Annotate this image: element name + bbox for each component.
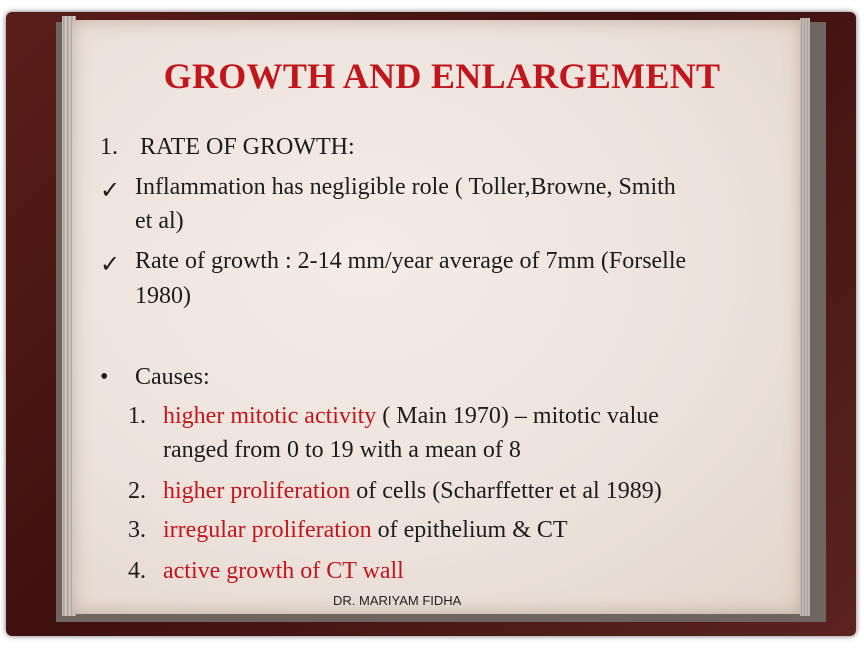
bullet2-line1: Rate of growth : 2-14 mm/year average of…	[135, 248, 687, 274]
cause2-rest: of cells (Scharffetter et al 1989)	[350, 478, 662, 504]
causes-heading: Causes:	[135, 364, 210, 390]
bullet1-line2: et al)	[135, 208, 184, 234]
cause3-highlight: irregular proliferation	[163, 517, 372, 543]
cause4-text: active growth of CT wall	[163, 558, 404, 585]
section1-number: 1.	[100, 134, 118, 160]
footer-author: DR. MARIYAM FIDHA	[333, 593, 462, 608]
bullet1-line1: Inflammation has negligible role ( Tolle…	[135, 174, 676, 200]
cause1-number: 1.	[128, 403, 146, 429]
cause1-continuation: ranged from 0 to 19 with a mean of 8	[163, 437, 521, 463]
cause2-number: 2.	[128, 478, 146, 504]
checkmark-icon: ✓	[100, 252, 121, 278]
bullet2-line2: 1980)	[135, 283, 191, 309]
checkmark-icon: ✓	[100, 178, 121, 204]
cause1-highlight: higher mitotic activity	[163, 403, 377, 429]
cause3-rest: of epithelium & CT	[371, 517, 568, 543]
bullet-dot: •	[100, 364, 109, 390]
section1-heading: RATE OF GROWTH:	[140, 134, 355, 160]
slide-paper	[72, 20, 802, 614]
cause1-text: higher mitotic activity ( Main 1970) – m…	[163, 403, 659, 430]
slide-title: GROWTH AND ENLARGEMENT	[163, 56, 721, 96]
cause3-text: irregular proliferation of epithelium & …	[163, 517, 568, 544]
cause1-rest: ( Main 1970) – mitotic value	[376, 403, 659, 429]
cause3-number: 3.	[128, 517, 146, 543]
cause4-highlight: active growth of CT wall	[163, 558, 404, 584]
cause4-number: 4.	[128, 558, 146, 584]
cause2-highlight: higher proliferation	[163, 478, 351, 504]
page-edge-right	[800, 18, 810, 616]
cause2-text: higher proliferation of cells (Scharffet…	[163, 478, 662, 505]
